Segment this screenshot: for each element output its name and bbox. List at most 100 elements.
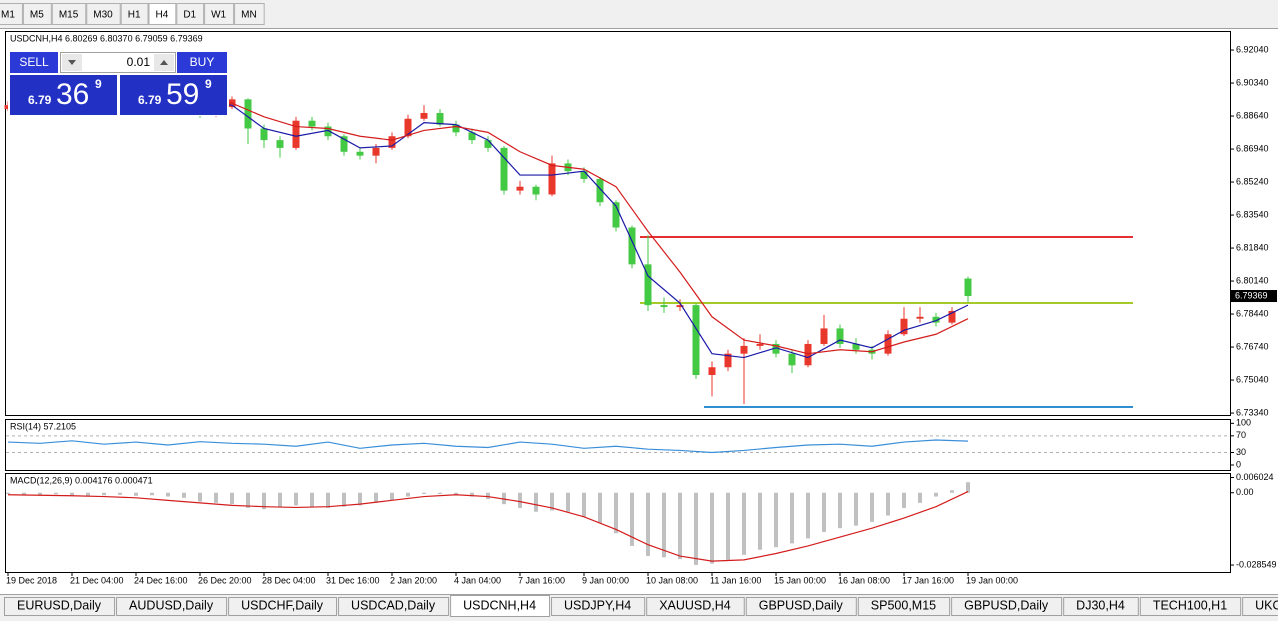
histogram-bar	[934, 492, 938, 497]
sell-label[interactable]: SELL	[19, 55, 49, 69]
histogram-bar	[678, 492, 682, 560]
buy-button[interactable]	[177, 52, 227, 73]
symbol-tab[interactable]	[4, 597, 116, 616]
symbol-tab[interactable]	[646, 597, 745, 616]
timeframe-label[interactable]: D1	[183, 10, 196, 21]
histogram-bar	[726, 492, 730, 560]
buy-label[interactable]: BUY	[190, 55, 215, 69]
bid-prefix: 6.79	[28, 93, 52, 107]
timeframe-label[interactable]: H1	[128, 10, 141, 21]
histogram-bar	[166, 492, 170, 497]
x-tick-label: 10 Jan 08:00	[646, 575, 698, 585]
symbol-tab-label[interactable]: USDCHF,Daily	[241, 598, 324, 612]
indicator-line	[7, 439, 969, 454]
symbol-tab-label[interactable]: USDCNH,H4	[463, 598, 536, 612]
timeframe-button[interactable]	[148, 3, 177, 25]
timeframe-button[interactable]	[234, 3, 265, 25]
symbol-tab-label[interactable]: SP500,M15	[871, 598, 936, 612]
y-tick-label: 30	[1236, 447, 1246, 457]
ask-box[interactable]	[120, 75, 227, 115]
timeframe-label[interactable]: M5	[30, 10, 44, 21]
timeframe-label[interactable]: M1	[1, 10, 15, 21]
symbol-tab[interactable]	[1063, 597, 1139, 616]
symbol-tab[interactable]	[338, 597, 450, 616]
x-tick-label: 28 Dec 04:00	[262, 575, 316, 585]
symbol-tab[interactable]	[228, 597, 338, 616]
y-tick-label: 0	[1236, 459, 1241, 469]
candle-body	[516, 186, 524, 191]
indicator-title: RSI(14) 57.2105	[10, 421, 76, 431]
lot-value[interactable]: 0.01	[127, 55, 151, 69]
histogram-bar	[646, 492, 650, 557]
timeframe-button[interactable]	[204, 3, 235, 25]
histogram-bar	[374, 492, 378, 503]
symbol-tab-label[interactable]: EURUSD,Daily	[17, 598, 102, 612]
candle-body	[740, 345, 748, 354]
histogram-bar	[262, 492, 266, 510]
macd-panel	[5, 473, 1231, 573]
timeframe-label[interactable]: W1	[211, 10, 226, 21]
histogram-bar	[54, 492, 58, 495]
symbol-tab-label[interactable]: AUDUSD,Daily	[129, 598, 214, 612]
timeframe-label[interactable]: M30	[93, 10, 113, 21]
x-tick-label: 7 Jan 16:00	[518, 575, 565, 585]
y-tick-label: 6.88640	[1236, 110, 1269, 120]
candle-body	[452, 124, 460, 133]
histogram-bar	[454, 492, 458, 496]
x-tick-label: 9 Jan 00:00	[582, 575, 629, 585]
symbol-tab[interactable]	[857, 597, 951, 616]
symbol-tab[interactable]	[1139, 597, 1242, 616]
histogram-bar	[950, 490, 954, 493]
x-tick-label: 21 Dec 04:00	[70, 575, 124, 585]
ask-sup: 9	[205, 77, 212, 91]
lot-box[interactable]	[60, 52, 176, 73]
candle-body	[900, 318, 908, 335]
symbol-tab-label[interactable]: UKOil,H1	[1255, 598, 1278, 612]
symbol-tab-label[interactable]: GBPUSD,Daily	[964, 598, 1049, 612]
symbol-tab[interactable]	[1242, 597, 1278, 616]
timeframe-label[interactable]: M15	[59, 10, 79, 21]
candle-body	[436, 112, 444, 125]
candle-body	[580, 171, 588, 179]
symbol-tab-label[interactable]: USDJPY,H4	[564, 598, 631, 612]
candle-body	[612, 202, 620, 228]
candle-body	[500, 147, 508, 191]
symbol-tab[interactable]	[450, 595, 551, 617]
candle-body	[948, 310, 956, 323]
timeframe-button[interactable]	[51, 3, 87, 25]
moving-average	[199, 96, 969, 355]
symbol-tab[interactable]	[745, 597, 857, 616]
candle-body	[756, 343, 764, 346]
histogram-bar	[790, 492, 794, 544]
y-tick-label: 6.90340	[1236, 77, 1269, 87]
symbol-tab-label[interactable]: TECH100,H1	[1153, 598, 1227, 612]
symbol-tab[interactable]	[551, 597, 646, 616]
candle-body	[596, 178, 604, 203]
histogram-bar	[358, 492, 362, 506]
timeframe-label[interactable]: MN	[241, 10, 257, 21]
symbol-tab[interactable]	[951, 597, 1063, 616]
symbol-tab[interactable]	[116, 597, 228, 616]
symbol-tab-label[interactable]: GBPUSD,Daily	[759, 598, 844, 612]
timeframe-button[interactable]	[176, 3, 205, 25]
symbol-tab-label[interactable]: XAUUSD,H4	[659, 598, 731, 612]
timeframe-button[interactable]	[120, 3, 149, 25]
timeframe-button[interactable]	[22, 3, 52, 25]
symbol-tab-label[interactable]: USDCAD,Daily	[351, 598, 436, 612]
candle-body	[276, 140, 284, 148]
histogram-bar	[566, 492, 570, 512]
histogram-bar	[486, 492, 490, 500]
timeframe-button[interactable]	[0, 3, 23, 25]
sell-button[interactable]	[10, 52, 58, 73]
timeframe-button[interactable]	[86, 3, 121, 25]
candle-body	[532, 186, 540, 195]
candle-body	[356, 151, 364, 156]
histogram-bar	[150, 492, 154, 496]
y-tick-label: 70	[1236, 430, 1246, 440]
timeframe-label[interactable]: H4	[156, 10, 169, 21]
candle-body	[484, 140, 492, 148]
histogram-bar	[870, 492, 874, 522]
histogram-bar	[198, 492, 202, 502]
symbol-tab-label[interactable]: DJ30,H4	[1076, 598, 1125, 612]
bid-box[interactable]	[10, 75, 117, 115]
